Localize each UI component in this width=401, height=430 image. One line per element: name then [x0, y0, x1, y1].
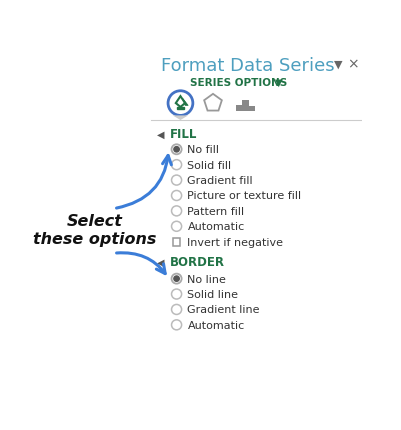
Text: Automatic: Automatic [187, 222, 244, 232]
Text: Invert if negative: Invert if negative [187, 237, 283, 247]
Text: ×: × [346, 58, 358, 72]
Text: Solid fill: Solid fill [187, 160, 231, 170]
Bar [242, 101, 248, 111]
Polygon shape [172, 116, 188, 121]
Polygon shape [182, 99, 188, 106]
Text: ▼: ▼ [334, 60, 342, 70]
Text: ◀: ◀ [157, 257, 164, 267]
Text: Pattern fill: Pattern fill [187, 206, 244, 216]
Bar [248, 107, 254, 111]
Text: Select
these options: Select these options [32, 214, 156, 246]
Text: No line: No line [187, 274, 226, 284]
Text: Picture or texture fill: Picture or texture fill [187, 191, 301, 201]
Text: Solid line: Solid line [187, 289, 238, 299]
Text: FILL: FILL [170, 128, 197, 141]
Text: Gradient fill: Gradient fill [187, 176, 252, 186]
Text: ▼: ▼ [274, 77, 282, 87]
Bar [236, 105, 242, 111]
Text: ◀: ◀ [157, 129, 164, 140]
Circle shape [173, 276, 179, 282]
Text: Gradient line: Gradient line [187, 305, 259, 315]
Bar [172, 238, 180, 246]
Bar [177, 108, 183, 110]
Text: BORDER: BORDER [170, 255, 225, 269]
Text: Format Data Series: Format Data Series [161, 56, 334, 74]
Circle shape [173, 147, 179, 153]
Text: Automatic: Automatic [187, 320, 244, 330]
Text: No fill: No fill [187, 145, 219, 155]
Text: SERIES OPTIONS: SERIES OPTIONS [189, 77, 286, 87]
